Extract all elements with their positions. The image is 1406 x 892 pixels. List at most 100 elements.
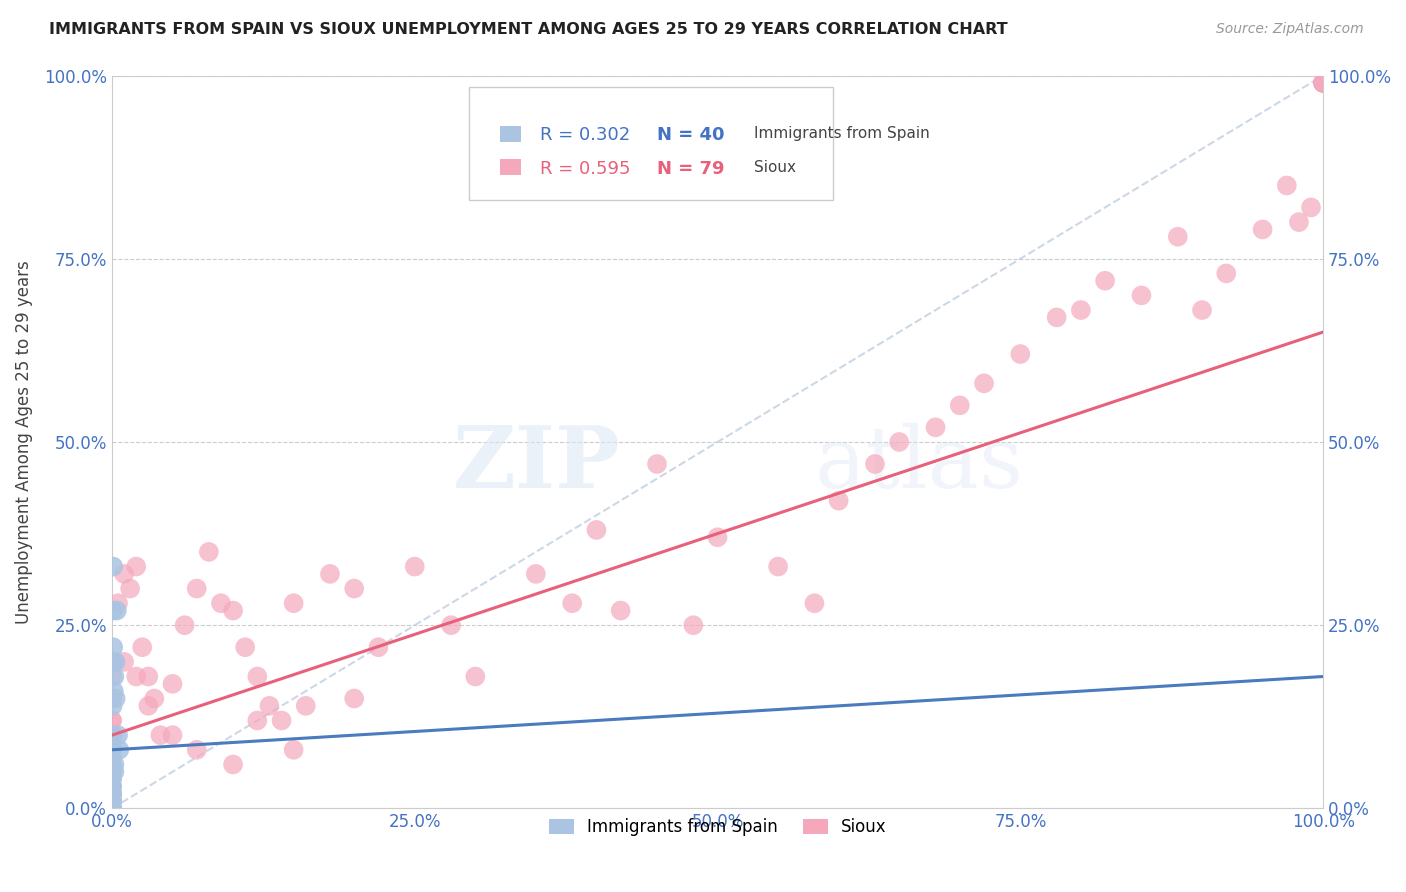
Point xyxy=(101,764,124,779)
Point xyxy=(1288,215,1310,229)
Point xyxy=(125,559,148,574)
Point xyxy=(101,743,124,757)
Point xyxy=(149,728,172,742)
Point xyxy=(101,772,124,786)
Point xyxy=(1215,267,1237,281)
Point xyxy=(101,764,124,779)
Point xyxy=(283,743,305,757)
Point xyxy=(103,640,125,655)
Point xyxy=(259,698,281,713)
Point xyxy=(101,750,124,764)
Point xyxy=(101,801,124,815)
Text: Sioux: Sioux xyxy=(754,160,796,175)
Point xyxy=(103,684,125,698)
Text: R = 0.595: R = 0.595 xyxy=(540,160,630,178)
Point xyxy=(101,794,124,808)
Point xyxy=(101,787,124,801)
Point xyxy=(101,655,124,669)
Point xyxy=(343,582,366,596)
Point xyxy=(294,698,316,713)
Point xyxy=(1312,76,1334,90)
Point xyxy=(107,728,129,742)
Point xyxy=(1094,274,1116,288)
Point xyxy=(1312,76,1334,90)
Point xyxy=(1312,76,1334,90)
Text: R = 0.302: R = 0.302 xyxy=(540,126,630,145)
Point xyxy=(1130,288,1153,302)
Point xyxy=(246,669,269,683)
Point xyxy=(186,743,208,757)
Point xyxy=(112,655,135,669)
Point xyxy=(101,794,124,808)
Point xyxy=(103,559,125,574)
Point xyxy=(222,603,245,617)
Point xyxy=(120,582,142,596)
Point xyxy=(1167,229,1189,244)
Point xyxy=(283,596,305,610)
Point xyxy=(319,566,342,581)
Point xyxy=(125,669,148,683)
Point xyxy=(101,728,124,742)
Point xyxy=(682,618,704,632)
Point xyxy=(101,787,124,801)
Point xyxy=(103,757,125,772)
Point xyxy=(101,801,124,815)
Point xyxy=(270,714,292,728)
Point xyxy=(101,728,124,742)
Point xyxy=(343,691,366,706)
Point xyxy=(103,669,125,683)
Point xyxy=(101,669,124,683)
Point xyxy=(827,493,849,508)
Point xyxy=(101,735,124,749)
Point xyxy=(101,801,124,815)
Point xyxy=(101,691,124,706)
Point xyxy=(101,801,124,815)
Point xyxy=(1010,347,1032,361)
Point xyxy=(404,559,426,574)
Point xyxy=(101,794,124,808)
Point xyxy=(136,698,159,713)
Point xyxy=(101,655,124,669)
Point xyxy=(101,794,124,808)
Point xyxy=(186,582,208,596)
Point xyxy=(1275,178,1298,193)
Point xyxy=(585,523,607,537)
Point xyxy=(101,801,124,815)
Point xyxy=(131,640,153,655)
Point xyxy=(105,603,128,617)
Text: N = 40: N = 40 xyxy=(657,126,724,145)
Point xyxy=(561,596,583,610)
Point xyxy=(1070,303,1092,318)
Point xyxy=(101,780,124,794)
Point xyxy=(104,691,127,706)
Point xyxy=(103,603,125,617)
Point xyxy=(222,757,245,772)
Point xyxy=(367,640,389,655)
Point xyxy=(104,655,127,669)
Point xyxy=(108,743,131,757)
Point xyxy=(924,420,946,434)
Point xyxy=(949,398,972,412)
Point xyxy=(101,772,124,786)
Point xyxy=(136,669,159,683)
Point xyxy=(198,545,221,559)
FancyBboxPatch shape xyxy=(499,159,520,175)
Text: N = 79: N = 79 xyxy=(657,160,724,178)
Point xyxy=(464,669,486,683)
FancyBboxPatch shape xyxy=(499,126,520,142)
Point xyxy=(233,640,256,655)
Point xyxy=(103,764,125,779)
Point xyxy=(162,677,184,691)
Point xyxy=(209,596,232,610)
Y-axis label: Unemployment Among Ages 25 to 29 years: Unemployment Among Ages 25 to 29 years xyxy=(15,260,32,624)
Point xyxy=(1046,310,1069,325)
Point xyxy=(101,698,124,713)
Point xyxy=(101,714,124,728)
Point xyxy=(143,691,166,706)
Point xyxy=(1191,303,1213,318)
Point xyxy=(973,376,995,391)
Point xyxy=(101,787,124,801)
Point xyxy=(101,794,124,808)
Point xyxy=(107,596,129,610)
Point xyxy=(645,457,668,471)
